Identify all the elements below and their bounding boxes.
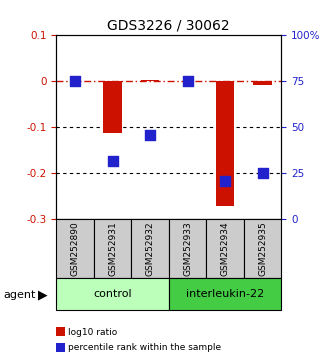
Bar: [216, 81, 234, 206]
Point: [72, 79, 78, 84]
Text: ▶: ▶: [38, 288, 48, 301]
Bar: [169, 219, 206, 278]
Text: GSM252935: GSM252935: [258, 221, 267, 276]
Bar: [141, 80, 160, 81]
Text: percentile rank within the sample: percentile rank within the sample: [68, 343, 221, 353]
Point: [222, 178, 228, 184]
Point: [147, 132, 153, 138]
Bar: [56, 219, 94, 278]
Bar: [253, 81, 272, 85]
Bar: [103, 81, 122, 133]
Text: GSM252933: GSM252933: [183, 221, 192, 276]
Bar: [56, 278, 169, 310]
Bar: [94, 219, 131, 278]
Bar: [131, 219, 169, 278]
Title: GDS3226 / 30062: GDS3226 / 30062: [108, 19, 230, 33]
Point: [185, 79, 190, 84]
Bar: [244, 219, 281, 278]
Bar: [206, 219, 244, 278]
Text: GSM252931: GSM252931: [108, 221, 117, 276]
Text: GSM252932: GSM252932: [146, 221, 155, 276]
Text: GSM252934: GSM252934: [220, 221, 230, 276]
Text: agent: agent: [3, 290, 36, 299]
Bar: [169, 278, 281, 310]
Point: [260, 171, 265, 176]
Text: interleukin-22: interleukin-22: [186, 289, 264, 299]
Point: [110, 158, 115, 164]
Text: GSM252890: GSM252890: [71, 221, 79, 276]
Text: control: control: [93, 289, 132, 299]
Text: log10 ratio: log10 ratio: [68, 327, 117, 337]
